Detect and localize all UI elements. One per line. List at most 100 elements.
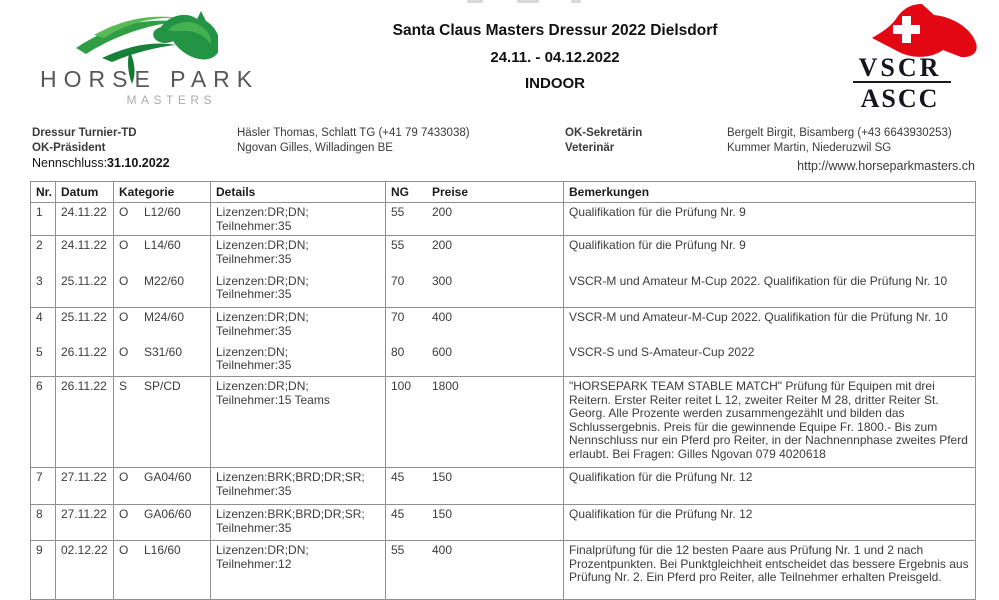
cell-kategorie: O S31/60 [113, 342, 211, 377]
details-teilnehmer: Teilnehmer:35 [216, 323, 292, 338]
details-teilnehmer: Teilnehmer:15 Teams [216, 392, 330, 407]
ng-value: 55 [391, 543, 405, 557]
table-row: 1 24.11.22 O L12/60 Lizenzen:DR;DN; Teiln… [30, 202, 976, 236]
preise-value: 150 [432, 470, 453, 484]
ng-value: 55 [391, 238, 405, 252]
nennschluss-date: 31.10.2022 [107, 156, 170, 170]
header-datum: Datum [55, 181, 114, 203]
contact-label-turnier-td: Dressur Turnier-TD [32, 127, 137, 139]
ng-value: 70 [391, 310, 405, 324]
kategorie-letter: O [119, 507, 129, 521]
details-teilnehmer: Teilnehmer:35 [216, 483, 292, 498]
cell-datum: 25.11.22 [55, 271, 114, 308]
details-lizenzen: Lizenzen:BRK;BRD;DR;SR; [216, 470, 365, 484]
cell-details: Lizenzen:DR;DN; Teilnehmer:35 [210, 307, 386, 343]
ng-value: 100 [391, 379, 412, 393]
cell-kategorie: O GA04/60 [113, 467, 211, 505]
cell-nr: 2 [30, 235, 56, 272]
details-lizenzen: Lizenzen:DR;DN; [216, 543, 309, 557]
event-title: Santa Claus Masters Dressur 2022 Dielsdo… [392, 22, 718, 39]
cell-nr: 6 [30, 376, 56, 468]
vscr-ascc-logo: VSCR ASCC [845, 0, 997, 118]
cell-nr: 8 [30, 504, 56, 541]
green-horse-head-icon [76, 11, 218, 84]
preise-value: 200 [432, 205, 453, 219]
details-lizenzen: Lizenzen:DR;DN; [216, 205, 309, 219]
cell-kategorie: O M22/60 [113, 271, 211, 308]
details-lizenzen: Lizenzen:DR;DN; [216, 379, 309, 393]
table-row: 7 27.11.22 O GA04/60 Lizenzen:BRK;BRD;DR;… [30, 467, 976, 505]
kategorie-code: S31/60 [144, 344, 183, 359]
ng-value: 55 [391, 205, 405, 219]
contact-value-ok-praesident: Ngovan Gilles, Willadingen BE [237, 142, 393, 154]
cell-bemerkungen: VSCR-M und Amateur-M-Cup 2022. Qualifika… [563, 307, 976, 343]
ng-value: 80 [391, 344, 405, 359]
kategorie-letter: O [119, 238, 129, 252]
cell-ng-preise: 45 150 [385, 467, 564, 505]
horsepark-logo: HORSE PARK MASTERS [10, 6, 252, 110]
table-row: 8 27.11.22 O GA06/60 Lizenzen:BRK;BRD;DR;… [30, 504, 976, 541]
cell-nr: 3 [30, 271, 56, 308]
website-url: http://www.horseparkmasters.ch [797, 159, 975, 173]
horsepark-masters-subtitle: MASTERS [126, 93, 216, 107]
cell-bemerkungen: Qualifikation für die Prüfung Nr. 9 [563, 235, 976, 272]
preise-value: 400 [432, 543, 453, 557]
ng-value: 45 [391, 507, 405, 521]
kategorie-code: M24/60 [144, 310, 185, 324]
table-row: 5 26.11.22 O S31/60 Lizenzen:DN; Teilnehm… [30, 342, 976, 377]
preise-value: 150 [432, 507, 453, 521]
vscr-wordmark-line1: VSCR [858, 53, 942, 82]
cell-bemerkungen: Finalprüfung für die 12 besten Paare aus… [563, 540, 976, 600]
cell-bemerkungen: VSCR-S und S-Amateur-Cup 2022 [563, 342, 976, 377]
contact-label-veterinaer: Veterinär [565, 142, 615, 154]
cell-datum: 26.11.22 [55, 342, 114, 377]
header-bemerkungen: Bemerkungen [563, 181, 976, 203]
table-row: 4 25.11.22 O M24/60 Lizenzen:DR;DN; Teiln… [30, 307, 976, 343]
header-preise: Preise [432, 185, 469, 199]
schedule-table: Nr. Datum Kategorie Details NG Preise Bem… [30, 181, 976, 600]
cell-kategorie: O L14/60 [113, 235, 211, 272]
kategorie-letter: O [119, 470, 129, 484]
header-nr: Nr. [30, 181, 56, 203]
header-details: Details [210, 181, 386, 203]
ng-value: 45 [391, 470, 405, 484]
cell-details: Lizenzen:DR;DN; Teilnehmer:35 [210, 235, 386, 272]
cell-details: Lizenzen:BRK;BRD;DR;SR; Teilnehmer:35 [210, 467, 386, 505]
kategorie-letter: O [119, 344, 129, 359]
details-lizenzen: Lizenzen:DR;DN; [216, 273, 309, 288]
preise-value: 200 [432, 238, 453, 252]
kategorie-code: SP/CD [144, 379, 181, 393]
kategorie-code: GA06/60 [144, 507, 192, 521]
kategorie-letter: O [119, 205, 129, 219]
details-lizenzen: Lizenzen:DR;DN; [216, 310, 309, 324]
details-lizenzen: Lizenzen:DN; [216, 344, 289, 359]
header-ng: NG [391, 185, 409, 199]
cell-bemerkungen: VSCR-M und Amateur M-Cup 2022. Qualifika… [563, 271, 976, 308]
preise-value: 1800 [432, 379, 459, 393]
cell-kategorie: O GA06/60 [113, 504, 211, 541]
cell-ng-preise: 55 200 [385, 235, 564, 272]
cell-ng-preise: 80 600 [385, 342, 564, 377]
cell-datum: 02.12.22 [55, 540, 114, 600]
kategorie-code: L14/60 [144, 238, 181, 252]
cell-ng-preise: 70 400 [385, 307, 564, 343]
header-kategorie: Kategorie [113, 181, 211, 203]
cell-kategorie: O L16/60 [113, 540, 211, 600]
cell-datum: 26.11.22 [55, 376, 114, 468]
details-teilnehmer: Teilnehmer:35 [216, 251, 292, 266]
contact-value-turnier-td: Häsler Thomas, Schlatt TG (+41 79 743303… [237, 127, 470, 139]
cell-details: Lizenzen:DN; Teilnehmer:35 [210, 342, 386, 377]
event-venue: INDOOR [525, 75, 585, 92]
cell-details: Lizenzen:DR;DN; Teilnehmer:15 Teams [210, 376, 386, 468]
details-teilnehmer: Teilnehmer:35 [216, 358, 292, 372]
kategorie-letter: O [119, 273, 129, 288]
header-ng-preise: NG Preise [385, 181, 564, 203]
contact-label-ok-sekretaerin: OK-Sekretärin [565, 127, 643, 139]
cell-datum: 27.11.22 [55, 467, 114, 505]
vscr-divider [853, 81, 951, 83]
event-header: Santa Claus Masters Dressur 2022 Dielsdo… [255, 22, 855, 92]
cell-ng-preise: 45 150 [385, 504, 564, 541]
cell-nr: 7 [30, 467, 56, 505]
nennschluss-label: Nennschluss: [32, 156, 108, 170]
